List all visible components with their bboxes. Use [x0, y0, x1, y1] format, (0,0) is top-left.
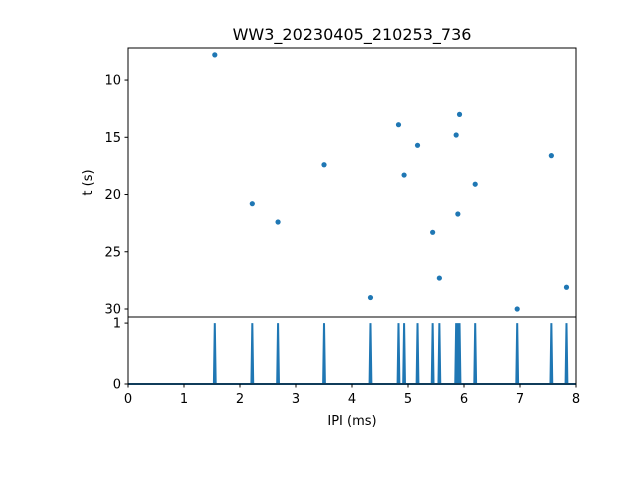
scatter-point — [367, 294, 374, 301]
scatter-point — [275, 219, 281, 225]
bottom-y-tick-label: 0 — [113, 378, 121, 393]
top-y-tick-label: 20 — [104, 188, 121, 203]
scatter-point — [395, 122, 402, 128]
bottom-x-tick-label: 3 — [292, 392, 300, 407]
top-y-tick-label: 30 — [104, 302, 121, 317]
bottom-x-tick-label: 2 — [236, 392, 244, 407]
scatter-point — [456, 111, 463, 117]
scatter-point — [212, 52, 218, 58]
scatter-point — [548, 153, 554, 159]
bottom-y-ticks: 01 — [113, 317, 128, 393]
bottom-x-tick-label: 8 — [572, 392, 580, 407]
scatter-point — [453, 132, 459, 138]
bottom-x-axis-label: IPI (ms) — [327, 414, 376, 429]
scatter-point — [514, 306, 520, 312]
scatter-point — [430, 229, 436, 235]
bottom-x-tick-label: 7 — [516, 392, 524, 407]
ipi-spike-line — [128, 323, 576, 385]
top-y-tick-label: 25 — [104, 245, 121, 260]
top-y-ticks: 10 15 20 25 30 — [104, 74, 128, 317]
scatter-point — [401, 172, 407, 178]
scatter-point — [563, 284, 570, 290]
top-scatter-panel: 10 15 20 25 30 t (s) — [81, 47, 577, 318]
bottom-x-tick-label: 1 — [180, 392, 188, 407]
scatter-point — [249, 201, 255, 207]
bottom-x-tick-label: 5 — [404, 392, 412, 407]
chart-title: WW3_20230405_210253_736 — [233, 25, 472, 45]
scatter-point — [321, 162, 327, 168]
scatter-point — [472, 181, 478, 187]
scatter-points — [212, 52, 570, 312]
bottom-x-tick-label: 0 — [124, 392, 132, 407]
scatter-point — [436, 275, 442, 281]
bottom-y-tick-label: 1 — [113, 317, 121, 332]
scatter-point — [414, 142, 421, 148]
bottom-x-ticks: 0 1 2 3 4 5 6 7 8 — [124, 384, 580, 407]
top-y-axis-label: t (s) — [81, 169, 96, 195]
top-y-tick-label: 15 — [104, 131, 121, 146]
bottom-x-tick-label: 6 — [460, 392, 468, 407]
bottom-x-tick-label: 4 — [348, 392, 356, 407]
bottom-plot-frame — [127, 316, 577, 385]
scatter-point — [455, 211, 461, 217]
top-y-tick-label: 10 — [104, 74, 121, 89]
